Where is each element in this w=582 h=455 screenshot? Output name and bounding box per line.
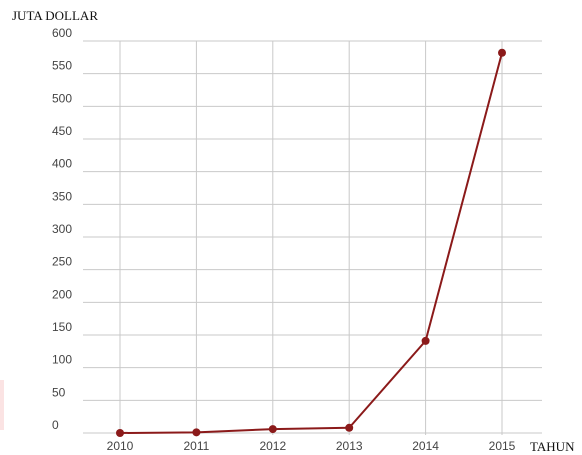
data-point — [116, 429, 124, 437]
y-tick-label: 450 — [52, 124, 72, 138]
x-tick-label: 2012 — [259, 439, 286, 453]
data-point — [421, 336, 430, 345]
y-tick-label: 0 — [52, 418, 59, 432]
x-tick-label: 2010 — [107, 439, 134, 453]
x-tick-label: 2011 — [183, 439, 209, 453]
y-axis-label: JUTA DOLLAR — [12, 8, 98, 23]
y-tick-label: 50 — [52, 385, 66, 399]
x-tick-label: 2014 — [412, 439, 439, 453]
x-axis-label: TAHUN — [530, 439, 575, 454]
y-tick-label: 100 — [52, 353, 72, 367]
x-tick-label: 2013 — [336, 439, 363, 453]
data-point — [192, 428, 201, 437]
grid-layer — [83, 40, 542, 435]
y-tick-label: 600 — [52, 26, 72, 40]
data-point — [498, 48, 506, 57]
left-edge-artifact — [0, 380, 4, 430]
data-point — [268, 425, 277, 434]
x-tick-label: 2015 — [489, 439, 516, 453]
y-tick-label: 350 — [52, 189, 72, 203]
y-tick-label: 500 — [52, 91, 72, 105]
series-layer — [116, 48, 506, 437]
y-tick-label: 200 — [52, 287, 72, 301]
series-line — [119, 52, 503, 434]
tick-layer: 0 50 100 150 200 250 300 350 400 450 500 550 600 2010… — [52, 26, 516, 453]
y-tick-label: 550 — [52, 59, 72, 73]
y-tick-label: 250 — [52, 255, 72, 269]
y-tick-label: 150 — [52, 320, 72, 334]
data-point — [345, 423, 354, 432]
y-tick-label: 300 — [52, 222, 72, 236]
y-tick-label: 400 — [52, 157, 72, 171]
